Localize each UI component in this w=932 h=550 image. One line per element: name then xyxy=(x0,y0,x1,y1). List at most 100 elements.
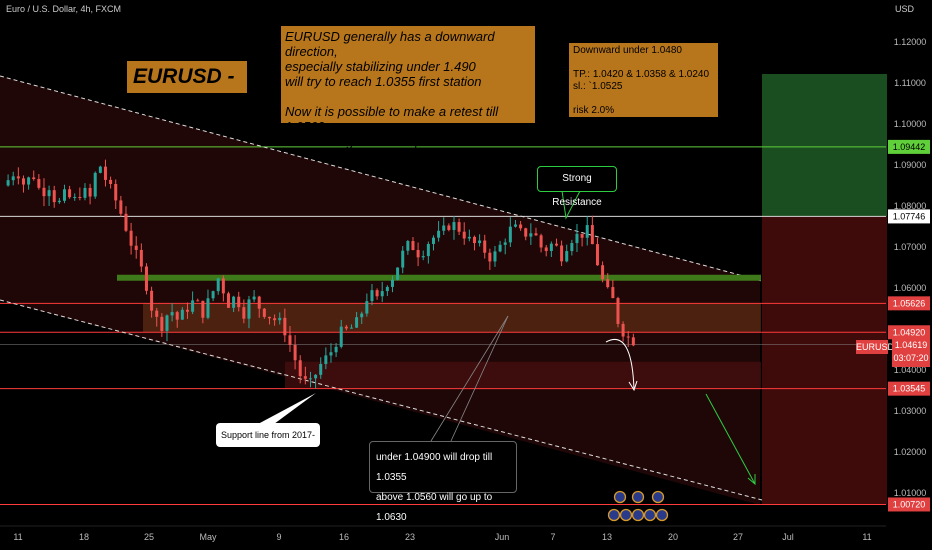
strong-resistance-callout[interactable]: Strong Resistance xyxy=(537,166,617,208)
profit-target-zone xyxy=(762,74,887,217)
candle-body xyxy=(47,190,51,197)
candle-body xyxy=(421,256,425,258)
candle-body xyxy=(585,225,589,238)
candle-body xyxy=(206,298,210,318)
y-tick-label: 1.12000 xyxy=(894,37,927,47)
economic-event-icon xyxy=(607,508,621,522)
candle-body xyxy=(529,233,533,237)
economic-event-icon xyxy=(613,490,627,504)
candle-body xyxy=(73,197,77,199)
candle-body xyxy=(457,222,461,232)
candle-body xyxy=(98,166,102,173)
y-tick-label: 1.10000 xyxy=(894,119,927,129)
x-tick-label: Jul xyxy=(782,532,794,542)
candle-body xyxy=(242,307,246,319)
candle-body xyxy=(62,189,66,201)
candle-body xyxy=(324,355,328,364)
candle-body xyxy=(78,197,82,199)
candle-body xyxy=(334,346,338,353)
candle-body xyxy=(621,323,625,337)
candle-body xyxy=(560,245,564,262)
candle-body xyxy=(211,291,215,299)
candle-body xyxy=(447,225,451,230)
candle-body xyxy=(590,225,594,245)
candle-body xyxy=(606,279,610,288)
candle-body xyxy=(288,335,292,346)
y-tick-label: 1.11000 xyxy=(894,78,926,88)
candle-body xyxy=(139,249,143,267)
x-tick-label: 16 xyxy=(339,532,349,542)
candle-body xyxy=(488,252,492,262)
stop-zone xyxy=(762,216,887,505)
support-line-callout[interactable]: Support line from 2017-jan xyxy=(216,423,320,464)
candle-body xyxy=(498,244,502,252)
candle-body xyxy=(278,317,282,321)
y-tick-label: 1.01000 xyxy=(894,488,927,498)
candle-body xyxy=(114,184,118,201)
candle-body xyxy=(508,226,512,243)
candle-body xyxy=(426,243,430,257)
level-price-tag xyxy=(888,325,930,340)
candle-body xyxy=(452,222,456,230)
y-tick-label: 1.03000 xyxy=(894,406,927,416)
projection-arrowhead xyxy=(628,380,638,392)
candle-body xyxy=(626,336,630,338)
x-tick-label: 11 xyxy=(13,532,22,542)
channel-bottom-line xyxy=(0,299,763,501)
candle-body xyxy=(134,245,138,250)
current-price-value: 1.04619 xyxy=(894,340,928,350)
candle-body xyxy=(611,287,615,299)
candle-body xyxy=(293,345,297,361)
candle-body xyxy=(385,286,389,292)
trade-idea-note[interactable]: EURUSD generally has a downward directio… xyxy=(281,26,535,149)
candle-body xyxy=(247,299,251,319)
candle-body xyxy=(170,312,174,316)
candle-body xyxy=(524,228,528,237)
x-tick-label: 27 xyxy=(733,532,743,542)
candle-body xyxy=(42,187,46,197)
candle-body xyxy=(365,301,369,314)
chart-title-annotation[interactable]: EURUSD - 4H xyxy=(126,60,248,120)
candle-body xyxy=(375,290,379,297)
candle-body xyxy=(21,178,25,185)
candle-body xyxy=(155,310,159,317)
candle-body xyxy=(319,363,323,375)
candle-body xyxy=(103,166,107,180)
candle-body xyxy=(493,251,497,262)
level-price-label: 1.07746 xyxy=(893,211,926,221)
candle-body xyxy=(503,242,507,245)
x-tick-label: 7 xyxy=(550,532,555,542)
candle-body xyxy=(406,241,410,251)
candle-body xyxy=(519,224,523,229)
candle-body xyxy=(472,236,476,244)
candle-body xyxy=(483,240,487,253)
candle-body xyxy=(539,235,543,248)
economic-event-icon xyxy=(631,490,645,504)
candle-body xyxy=(119,200,123,214)
candle-body xyxy=(314,374,318,379)
economic-event-icon xyxy=(651,490,665,504)
level-price-label: 1.00720 xyxy=(893,499,926,509)
candle-body xyxy=(467,236,471,239)
candle-body xyxy=(344,326,348,329)
bar-countdown: 03:07:20 xyxy=(893,353,929,363)
candle-body xyxy=(273,318,277,321)
level-price-tag xyxy=(888,497,930,512)
candle-body xyxy=(129,230,133,246)
current-symbol-tag: EURUSD xyxy=(856,340,895,354)
candle-body xyxy=(580,233,584,238)
candle-body xyxy=(57,200,61,203)
level-price-tag xyxy=(888,296,930,311)
x-tick-label: 9 xyxy=(276,532,281,542)
candle-body xyxy=(201,300,205,318)
economic-event-icon xyxy=(643,508,657,522)
candle-body xyxy=(93,172,97,197)
candle-body xyxy=(226,293,230,308)
bearish-channel-zone xyxy=(0,76,760,505)
conditions-callout[interactable]: under 1.04900 will drop till 1.0355 abov… xyxy=(369,441,517,523)
x-tick-label: 18 xyxy=(79,532,89,542)
trade-plan-note[interactable]: Downward under 1.0480 TP.: 1.0420 & 1.03… xyxy=(569,43,718,117)
candle-body xyxy=(6,180,10,186)
level-price-tag xyxy=(888,381,930,396)
